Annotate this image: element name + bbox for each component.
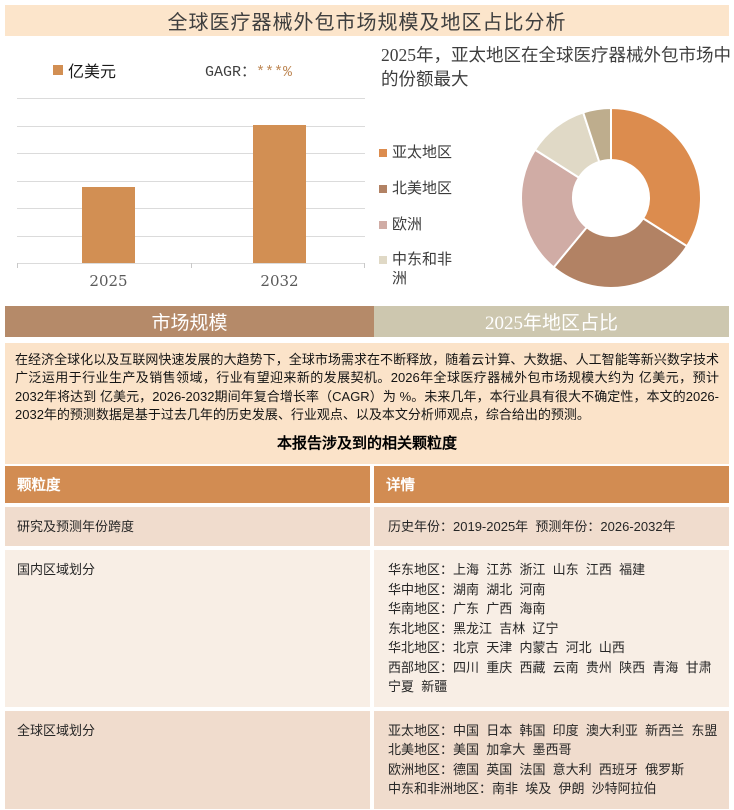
table-title: 本报告涉及到的相关颗粒度 <box>276 434 457 452</box>
bar-chart: 亿美元 GAGR：***% 2025 2032 <box>5 36 373 303</box>
donut-legend: 亚太地区北美地区欧洲中东和非洲 <box>379 144 466 289</box>
axis-tick <box>17 263 18 268</box>
table-header-row: 颗粒度 详情 <box>5 465 729 503</box>
donut-chart: 2025年，亚太地区在全球医疗器械外包市场中的份额最大 亚太地区北美地区欧洲中东… <box>373 36 731 303</box>
page-title-bar: 全球医疗器械外包市场规模及地区占比分析 <box>5 5 729 36</box>
axis-tick <box>364 263 365 268</box>
donut-slice-segment-5 <box>581 106 612 164</box>
donut-slice-北美地区 <box>552 216 689 289</box>
intro-paragraph: 在经济全球化以及互联网快速发展的大趋势下，全球市场需求在不断释放，随着云计算、大… <box>15 352 719 423</box>
x-label-2025: 2025 <box>89 272 128 290</box>
legend-swatch-icon <box>379 149 387 157</box>
table-row: 研究及预测年份跨度 历史年份：2019-2025年 预测年份：2026-2032年 <box>5 506 729 547</box>
section-tabs: 市场规模 2025年地区占比 <box>5 306 729 337</box>
cagr-label: GAGR：***% <box>205 64 293 81</box>
unit-label: 亿美元 <box>68 64 117 81</box>
table-header-detail: 详情 <box>386 477 415 494</box>
donut-slice-亚太地区 <box>610 106 702 248</box>
table-body: 研究及预测年份跨度 历史年份：2019-2025年 预测年份：2026-2032年… <box>5 506 729 810</box>
x-axis-labels: 2025 2032 <box>17 272 365 292</box>
donut-heading: 2025年，亚太地区在全球医疗器械外包市场中的份额最大 <box>381 45 731 89</box>
donut-legend-label: 中东和非洲 <box>392 252 453 287</box>
donut-legend-item: 北美地区 <box>379 180 466 199</box>
bar-plot-area <box>17 98 365 268</box>
gridline <box>17 180 365 182</box>
table-row: 全球区域划分 亚太地区：中国 日本 韩国 印度 澳大利亚 新西兰 东盟 北美地区：美… <box>5 710 729 809</box>
table-row: 国内区域划分 华东地区：上海 江苏 浙江 山东 江西 福建 华中地区：湖南 湖北 河… <box>5 550 729 707</box>
row-label: 全球区域划分 <box>5 710 374 809</box>
tab-region-share[interactable]: 2025年地区占比 <box>374 306 729 337</box>
detail-line: 华北地区：北京 天津 内蒙古 河北 山西 <box>388 640 625 656</box>
bar-2025 <box>82 187 135 263</box>
gridline <box>17 235 365 237</box>
gridline <box>17 125 365 127</box>
detail-line: 中东和非洲地区：南非 埃及 伊朗 沙特阿拉伯 <box>388 781 657 797</box>
granularity-table: 颗粒度 详情 研究及预测年份跨度 历史年份：2019-2025年 预测年份：202… <box>5 465 729 810</box>
legend-swatch-icon <box>379 256 387 265</box>
legend-swatch-icon <box>379 220 387 229</box>
legend-swatch-icon <box>379 184 387 193</box>
detail-line: 华东地区：上海 江苏 浙江 山东 江西 福建 <box>388 562 646 578</box>
charts-section: 亿美元 GAGR：***% 2025 2032 2025年，亚太地区在全球医疗器械… <box>5 36 731 303</box>
detail-line: 华中地区：湖南 湖北 河南 <box>388 581 546 597</box>
intro-block: 在经济全球化以及互联网快速发展的大趋势下，全球市场需求在不断释放，随着云计算、大… <box>5 343 729 464</box>
cagr-masked-value: ***% <box>256 64 293 81</box>
gridline <box>17 153 365 154</box>
detail-line: 华南地区：广东 广西 海南 <box>388 601 546 617</box>
axis-tick <box>191 263 192 268</box>
bar-2032 <box>253 125 306 263</box>
page-title: 全球医疗器械外包市场规模及地区占比分析 <box>167 12 567 34</box>
donut-slice-欧洲 <box>520 148 589 269</box>
donut-legend-item: 中东和非洲 <box>379 251 466 289</box>
donut-legend-label: 亚太地区 <box>392 145 453 161</box>
row-detail: 华东地区：上海 江苏 浙江 山东 江西 福建 华中地区：湖南 湖北 河南 华南地区：… <box>374 550 729 707</box>
donut-legend-label: 北美地区 <box>392 180 453 197</box>
tab-market-size[interactable]: 市场规模 <box>5 306 374 337</box>
row-label: 研究及预测年份跨度 <box>5 506 374 547</box>
row-detail: 历史年份：2019-2025年 预测年份：2026-2032年 <box>374 506 729 547</box>
donut-legend-label: 欧洲 <box>392 216 423 233</box>
gridline <box>17 208 365 209</box>
gridline <box>17 98 365 99</box>
detail-line: 历史年份：2019-2025年 预测年份：2026-2032年 <box>388 518 676 534</box>
detail-line: 西部地区：四川 重庆 西藏 云南 贵州 陕西 青海 甘肃 宁夏 新疆 <box>388 659 719 695</box>
legend-swatch-icon <box>53 65 63 75</box>
x-label-2032: 2032 <box>260 272 299 290</box>
detail-line: 北美地区：美国 加拿大 墨西哥 <box>388 742 572 758</box>
bar-chart-legend: 亿美元 <box>53 58 116 82</box>
detail-line: 东北地区：黑龙江 吉林 辽宁 <box>388 620 559 636</box>
donut-plot <box>520 106 702 289</box>
detail-line: 亚太地区：中国 日本 韩国 印度 澳大利亚 新西兰 东盟 <box>388 722 718 738</box>
row-label: 国内区域划分 <box>5 550 374 707</box>
donut-legend-item: 欧洲 <box>379 216 466 235</box>
table-header-granularity: 颗粒度 <box>5 465 374 503</box>
detail-line: 欧洲地区：德国 英国 法国 意大利 西班牙 俄罗斯 <box>388 761 685 777</box>
donut-legend-item: 亚太地区 <box>379 144 466 163</box>
row-detail: 亚太地区：中国 日本 韩国 印度 澳大利亚 新西兰 东盟 北美地区：美国 加拿大 … <box>374 710 729 809</box>
